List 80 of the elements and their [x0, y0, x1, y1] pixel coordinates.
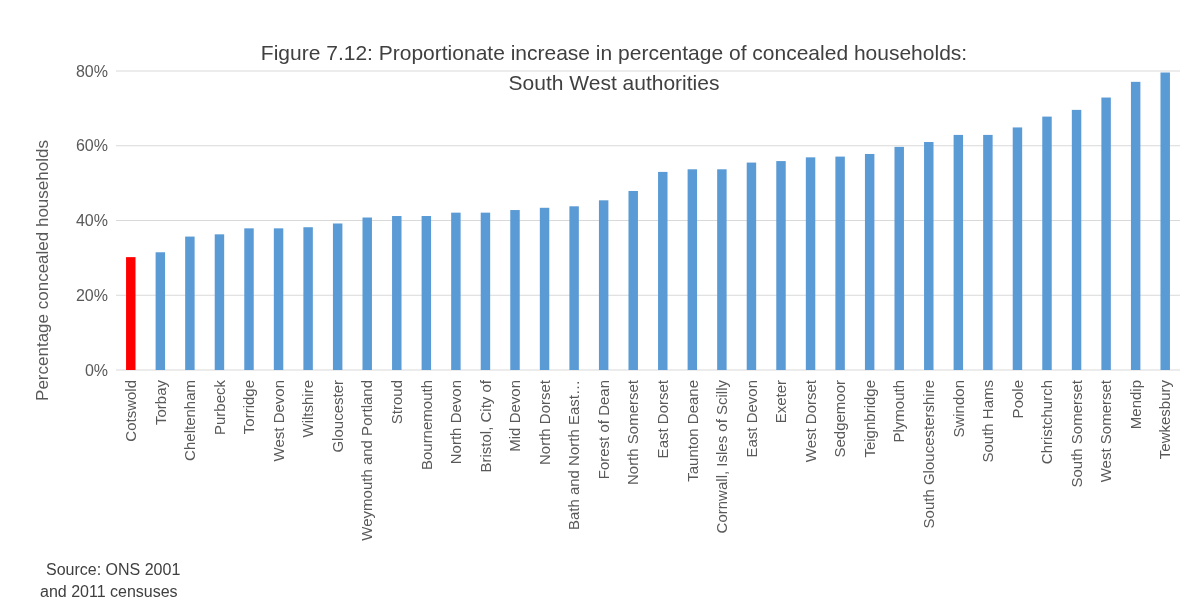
x-tick-label: North Devon: [447, 380, 465, 465]
bar: [776, 161, 786, 370]
x-tick-label: Stroud: [388, 380, 406, 425]
bar: [598, 200, 609, 370]
bar: [451, 212, 461, 370]
x-tick-label: Cheltenham: [181, 380, 199, 461]
x-tick-label: Taunton Deane: [683, 380, 701, 482]
x-tick-label: Torbay: [151, 379, 169, 426]
bar: [569, 206, 579, 370]
bar: [864, 153, 875, 370]
source-note: Source: ONS 2001 and 2011 censuses: [40, 561, 181, 600]
x-tick-label: Weymouth and Portland: [358, 380, 376, 541]
bar: [392, 216, 402, 370]
x-tick-label: Gloucester: [328, 380, 346, 453]
bar: [510, 210, 520, 370]
x-tick-label: Cotswold: [122, 380, 140, 442]
x-tick-label: Mid Devon: [506, 380, 524, 452]
x-tick-label: Wiltshire: [299, 380, 317, 438]
x-tick-label: West Devon: [269, 380, 287, 462]
bar: [983, 134, 993, 370]
bar: [628, 190, 638, 370]
bar: [214, 234, 225, 370]
x-tick-label: Torridge: [240, 380, 258, 435]
bar: [273, 228, 284, 370]
y-tick-label: 80%: [75, 62, 108, 80]
x-tick-label: Exeter: [772, 380, 790, 424]
x-tick-label: Swindon: [949, 380, 967, 438]
x-tick-label: West Somerset: [1097, 379, 1115, 483]
bar: [1071, 109, 1082, 370]
bar: [1042, 116, 1052, 370]
bar: [480, 212, 491, 370]
bar: [332, 223, 343, 370]
x-tick-label: South Hams: [979, 380, 997, 463]
bar: [126, 257, 136, 370]
x-tick-label: West Dorset: [801, 379, 819, 463]
x-tick-label: South Somerset: [1067, 379, 1085, 488]
x-tick-label: Sedgemoor: [831, 380, 849, 458]
bar: [362, 217, 372, 370]
chart-title: Figure 7.12: Proportionate increase in percentage of concealed households: South West authorities: [260, 41, 968, 94]
x-tick-label: Bournemouth: [417, 380, 435, 471]
x-tick-label: Bath and North East…: [565, 380, 583, 531]
x-tick-label: Mendip: [1126, 380, 1144, 430]
x-tick-label: Forest of Dean: [594, 380, 612, 480]
bar: [687, 169, 698, 370]
bar: [835, 156, 845, 370]
x-tick-label: East Dorset: [654, 379, 672, 459]
bar: [421, 216, 432, 370]
y-tick-label: 20%: [75, 286, 108, 304]
x-tick-label: Christchurch: [1038, 380, 1056, 465]
bar: [303, 227, 313, 370]
bar: [953, 134, 964, 370]
y-axis-title: Percentage concealed households: [33, 140, 52, 401]
bar: [658, 171, 668, 370]
bar: [717, 169, 727, 370]
bar: [1012, 127, 1023, 370]
bar: [1160, 72, 1170, 370]
x-tick-label: Cornwall, Isles of Scilly: [713, 379, 731, 534]
y-tick-label: 60%: [75, 137, 108, 155]
x-tick-label: East Devon: [742, 380, 760, 458]
bar: [155, 252, 166, 370]
bar: [539, 207, 550, 370]
x-tick-label: South Gloucestershire: [920, 380, 938, 529]
x-tick-label: Bristol, City of: [476, 379, 494, 473]
y-tick-label: 0%: [84, 361, 108, 379]
bar: [1101, 97, 1111, 370]
x-tick-label: North Somerset: [624, 379, 642, 486]
x-tick-label: North Dorset: [535, 379, 553, 466]
bar: [894, 146, 904, 370]
x-tick-label: Purbeck: [210, 379, 228, 436]
bar: [805, 157, 816, 370]
x-tick-label: Teignbridge: [860, 380, 878, 458]
x-tick-label: Tewkesbury: [1156, 379, 1174, 460]
y-tick-label: 40%: [75, 212, 108, 230]
bar: [746, 162, 757, 370]
bar: [924, 142, 934, 370]
x-tick-label: Poole: [1008, 380, 1026, 419]
x-tick-label: Plymouth: [890, 380, 908, 443]
bar: [185, 236, 195, 370]
bar: [1130, 81, 1141, 370]
bar: [244, 228, 254, 370]
